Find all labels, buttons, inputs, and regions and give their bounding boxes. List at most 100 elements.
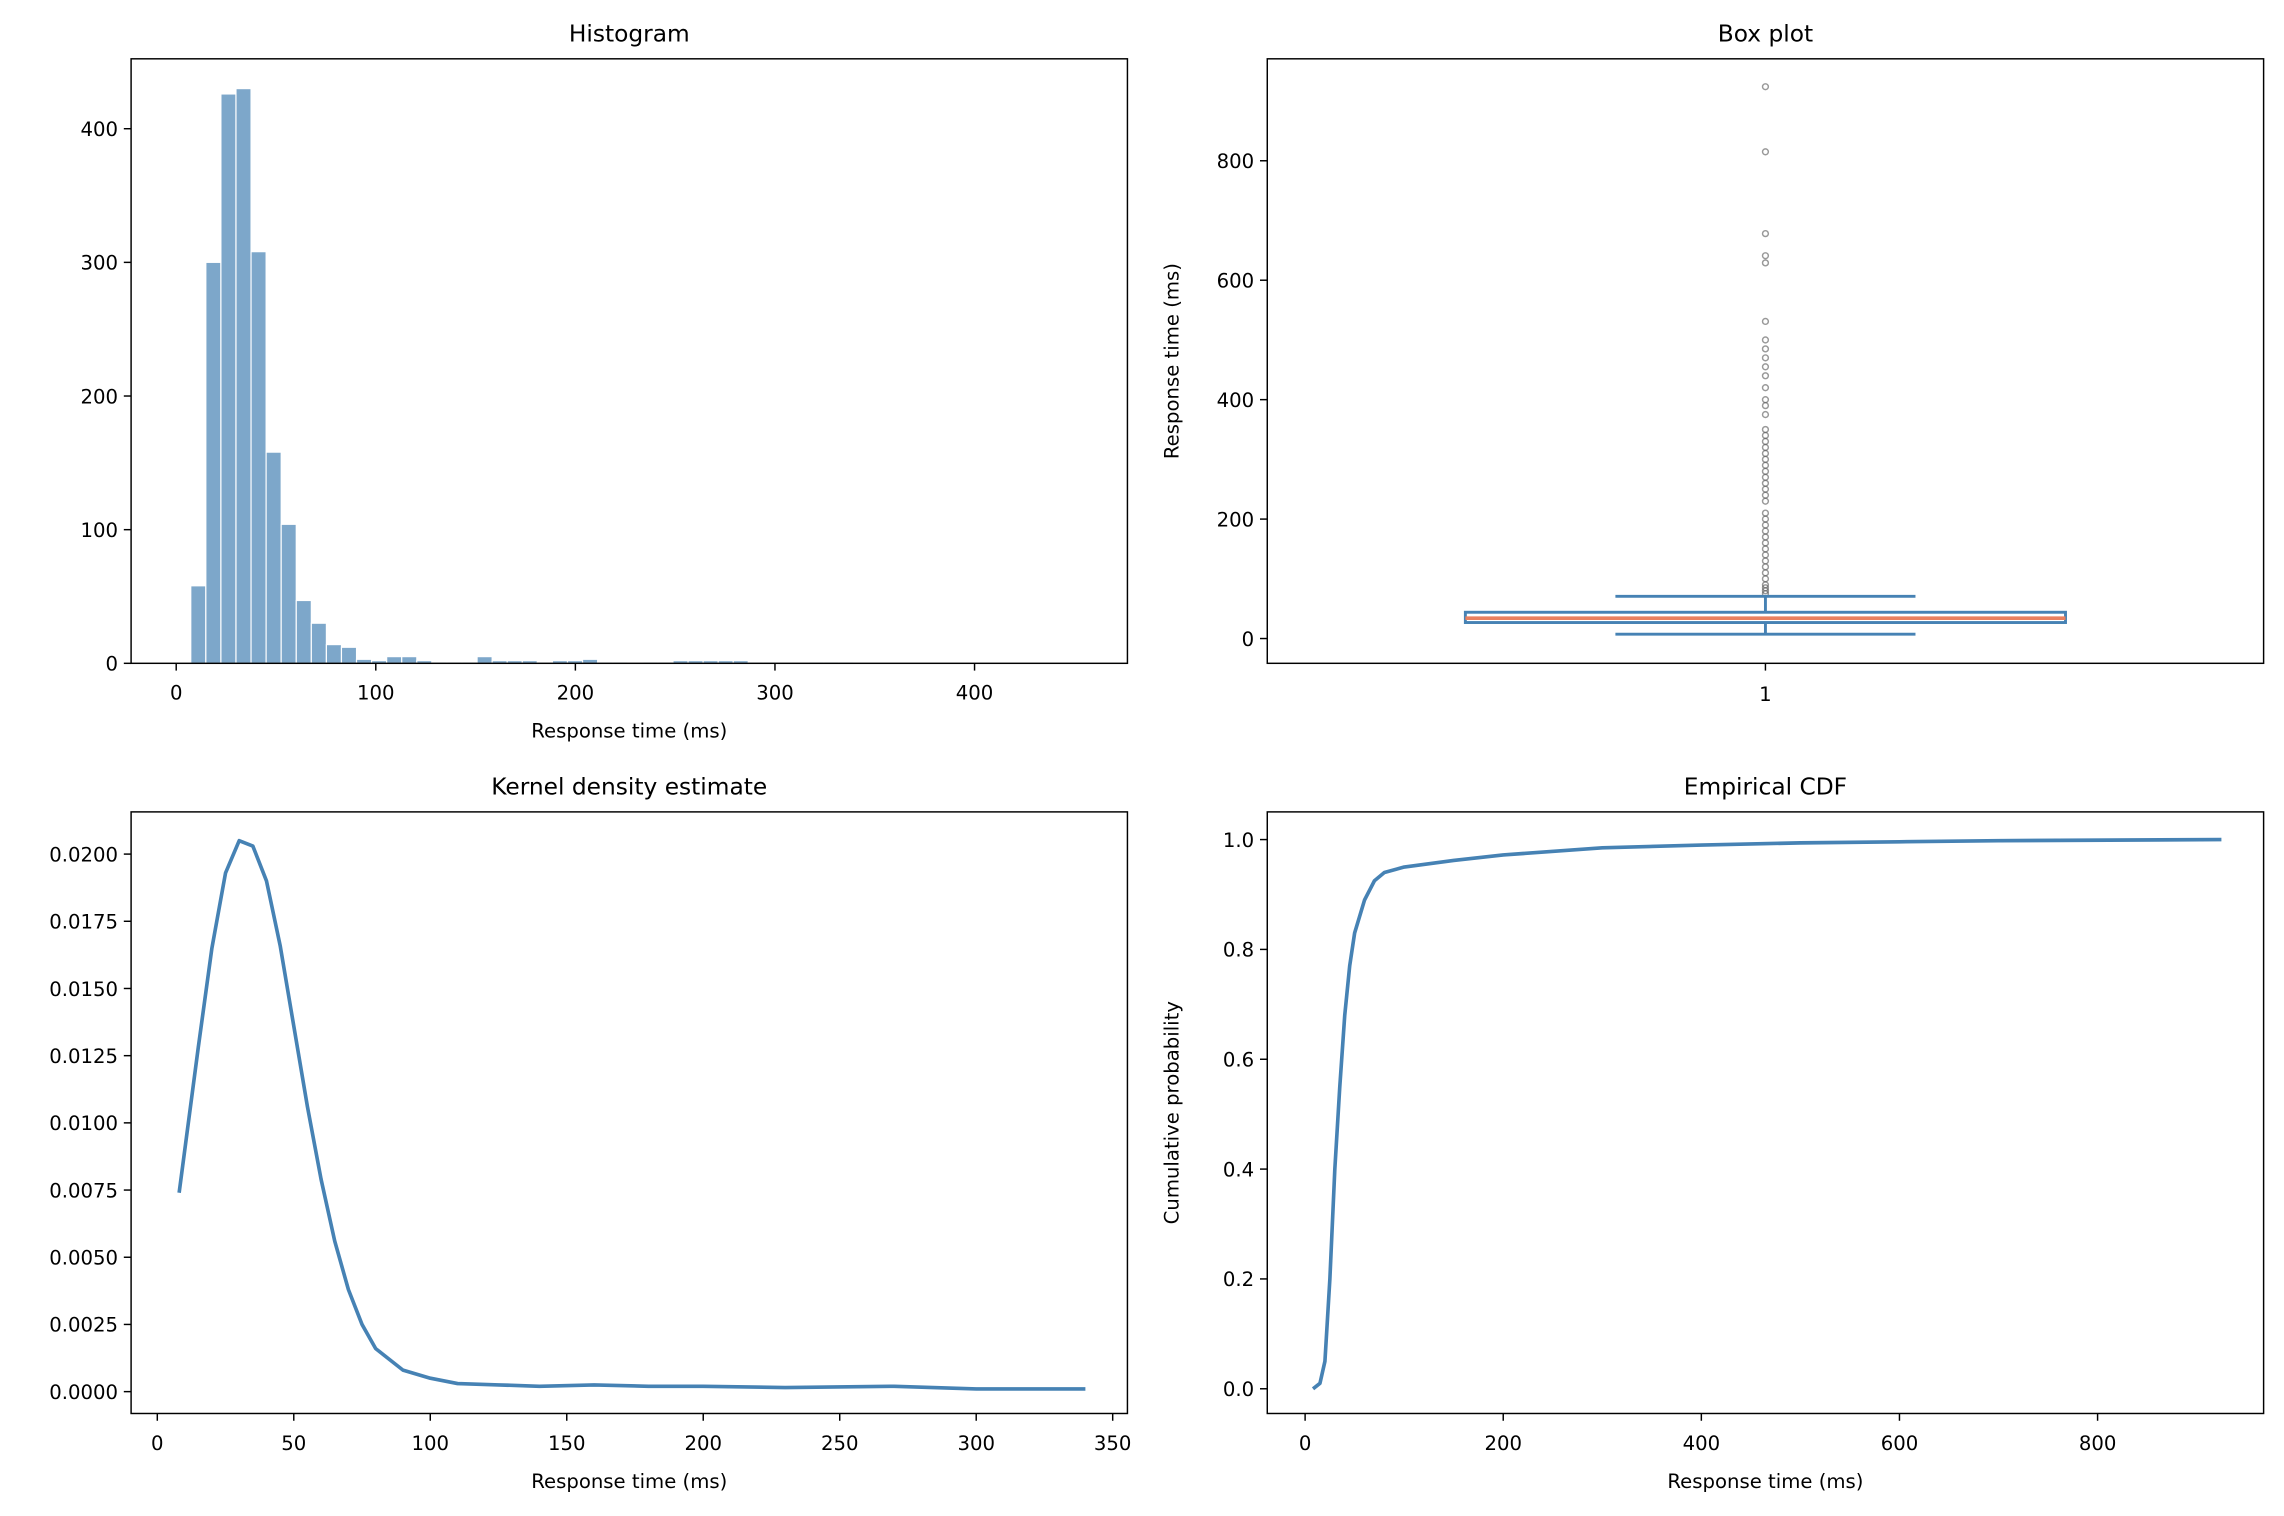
flier (1761, 372, 1770, 380)
line (1311, 837, 2222, 1391)
flier (1761, 410, 1770, 419)
bar (295, 599, 312, 664)
line (177, 838, 1086, 1391)
y-tick-label: 0.0075 (49, 1179, 118, 1202)
y-tick-label: 400 (80, 118, 118, 141)
axes-frame (130, 811, 1129, 1415)
flier (1761, 229, 1770, 238)
bar (250, 251, 267, 664)
y-tick-label: 400 (1217, 389, 1255, 412)
bar (205, 261, 222, 664)
flier (1761, 545, 1770, 553)
y-axis-label: Response time (ms) (1160, 263, 1183, 459)
flier (1761, 363, 1770, 371)
bar (386, 656, 403, 664)
flier (1761, 473, 1770, 481)
x-tick-label: 0 (1299, 1432, 1312, 1455)
flier (1761, 533, 1770, 541)
flier (1761, 443, 1770, 452)
flier (1761, 551, 1770, 559)
flier (1761, 467, 1770, 475)
y-tick-label: 100 (80, 519, 118, 542)
x-tick-label: 250 (821, 1432, 859, 1455)
flier (1761, 396, 1770, 404)
flier (1761, 384, 1770, 392)
flier (1761, 563, 1770, 571)
y-tick-label: 600 (1217, 269, 1255, 292)
x-tick-label: 100 (412, 1432, 450, 1455)
bar (325, 644, 343, 664)
y-tick-label: 0.0025 (49, 1314, 118, 1337)
x-tick-label: 400 (956, 682, 994, 705)
x-tick-label: 800 (2079, 1432, 2117, 1455)
y-tick-label: 200 (1217, 508, 1255, 531)
flier (1761, 317, 1770, 326)
flier (1761, 259, 1770, 267)
x-axis-label: Response time (ms) (531, 1470, 727, 1493)
y-tick-label: 0.0150 (49, 978, 118, 1001)
y-tick-label: 0 (1242, 628, 1255, 651)
y-tick-label: 0.0100 (49, 1112, 118, 1135)
bar (190, 585, 207, 664)
y-tick-label: 0 (105, 653, 118, 676)
y-axis-label: Cumulative probability (1160, 1001, 1183, 1225)
flier (1761, 252, 1770, 260)
flier (1761, 521, 1770, 529)
x-tick-label: 0 (151, 1432, 164, 1455)
x-tick-label: 200 (684, 1432, 722, 1455)
flier (1761, 336, 1770, 344)
flier (1761, 431, 1770, 440)
y-tick-label: 0.0050 (49, 1247, 118, 1270)
x-tick-label: 1 (1759, 683, 1772, 706)
x-tick-label: 400 (1683, 1432, 1721, 1455)
flier (1761, 425, 1770, 434)
y-tick-label: 0.8 (1223, 939, 1254, 962)
bar (310, 622, 327, 664)
y-tick-label: 200 (80, 385, 118, 408)
flier (1761, 557, 1770, 565)
flier (1761, 485, 1770, 493)
flier (1761, 83, 1770, 91)
x-tick-label: 0 (170, 682, 183, 705)
chart-title: Box plot (1718, 20, 1813, 47)
y-tick-label: 0.0175 (49, 911, 118, 934)
bar (340, 646, 358, 664)
bar (220, 93, 237, 664)
y-tick-label: 0.2 (1223, 1268, 1254, 1291)
flier (1761, 587, 1770, 595)
flier (1761, 509, 1770, 517)
chart-title: Histogram (569, 20, 690, 47)
x-tick-label: 100 (357, 682, 395, 705)
flier (1761, 148, 1770, 156)
y-tick-label: 0.0200 (49, 843, 118, 866)
flier (1761, 497, 1770, 505)
flier (1761, 354, 1770, 362)
x-axis-label: Response time (ms) (1667, 1470, 1863, 1493)
x-tick-label: 300 (756, 682, 794, 705)
flier (1761, 569, 1770, 577)
y-tick-label: 0.6 (1223, 1049, 1254, 1072)
flier (1761, 345, 1770, 353)
y-tick-label: 800 (1217, 150, 1255, 173)
y-tick-label: 300 (80, 252, 118, 275)
axes-frame (130, 58, 1129, 665)
x-tick-label: 300 (957, 1432, 995, 1455)
y-tick-label: 0.0 (1223, 1378, 1254, 1401)
chart-title: Empirical CDF (1684, 773, 1847, 800)
flier (1761, 401, 1770, 410)
y-tick-label: 0.0000 (49, 1381, 118, 1404)
flier (1761, 449, 1770, 458)
flier (1761, 491, 1770, 499)
y-tick-label: 0.0125 (49, 1045, 118, 1068)
bar (265, 451, 282, 664)
bar (476, 656, 493, 664)
flier (1761, 575, 1770, 583)
flier (1761, 479, 1770, 487)
x-tick-label: 150 (548, 1432, 586, 1455)
bar (235, 88, 252, 664)
flier (1761, 527, 1770, 535)
flier (1761, 455, 1770, 464)
axes-frame (1266, 58, 2265, 665)
